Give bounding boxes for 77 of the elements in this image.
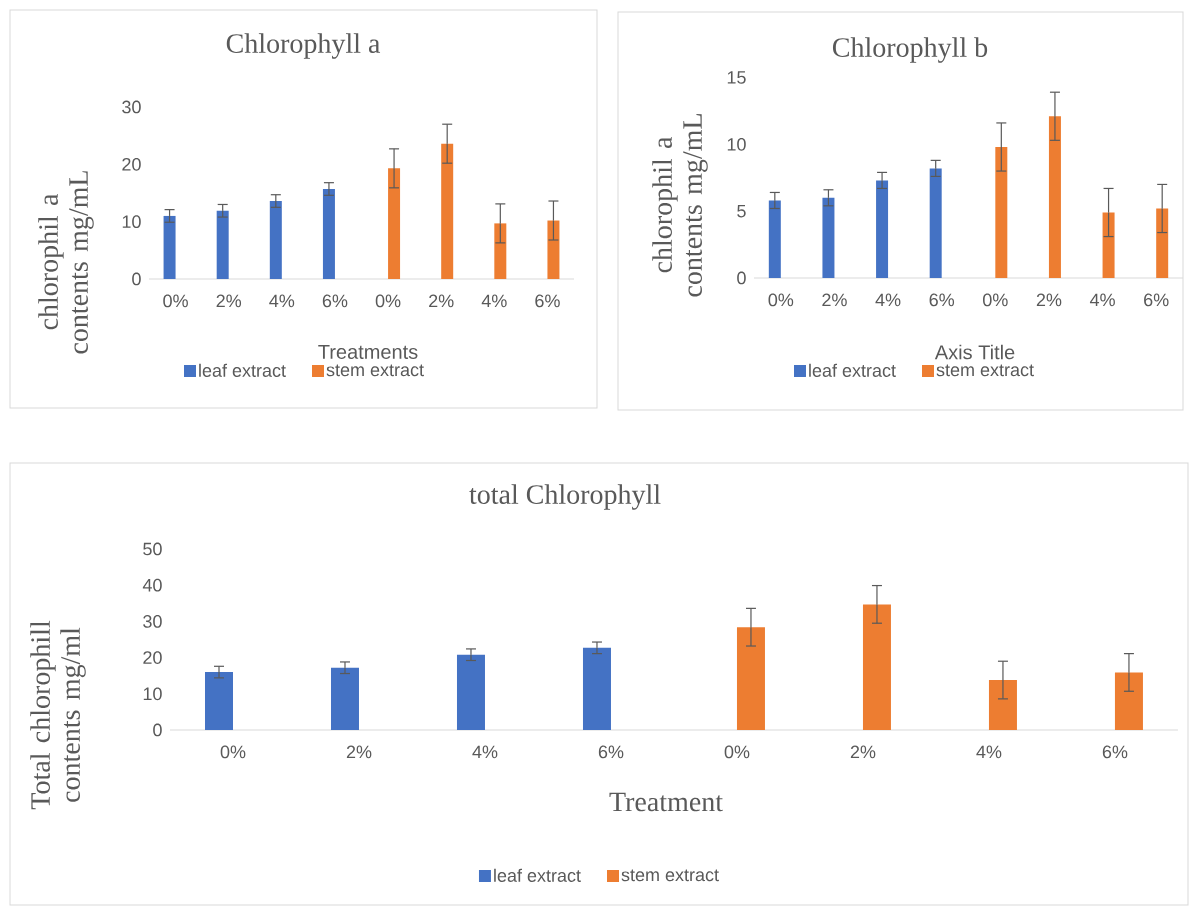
chart-title: Chlorophyll b — [832, 37, 988, 63]
x-tick-label: 2% — [822, 293, 847, 307]
bar — [929, 168, 942, 278]
x-tick-label: 0% — [375, 294, 401, 308]
x-tick-label: 4% — [269, 294, 295, 308]
y-tick-label: 0 — [132, 272, 141, 286]
x-tick-label: 6% — [1102, 745, 1128, 759]
x-tick-label: 0% — [983, 293, 1008, 307]
bar — [876, 180, 889, 278]
y-tick-label: 10 — [143, 687, 162, 701]
x-tick-label: 0% — [724, 745, 750, 759]
y-axis-title: Total chlorophill contents mg/ml — [30, 620, 86, 810]
y-tick-label: 30 — [122, 100, 141, 114]
y-axis-title: chlorophil a contents mg/mL — [652, 114, 708, 297]
y-tick-label: 40 — [142, 578, 162, 592]
bar — [163, 215, 176, 279]
bar — [269, 201, 282, 279]
bar — [1156, 208, 1169, 278]
x-tick-label: 2% — [429, 294, 454, 308]
bar — [216, 210, 229, 279]
bar — [330, 667, 359, 730]
legend-label: leaf extract — [199, 363, 286, 377]
x-tick-label: 4% — [481, 294, 507, 308]
y-tick-label: 5 — [737, 204, 746, 218]
y-axis-title: chlorophil a contents mg/mL — [38, 171, 94, 354]
bar — [205, 672, 233, 730]
y-tick-label: 0 — [153, 723, 162, 737]
bar — [582, 647, 611, 730]
x-tick-label: 2% — [850, 745, 876, 759]
x-tick-label: 6% — [535, 294, 560, 308]
x-tick-label: 2% — [1036, 293, 1062, 307]
bar — [1114, 672, 1143, 730]
y-tick-label: 15 — [727, 71, 746, 84]
bar — [456, 654, 485, 730]
bar — [862, 604, 891, 730]
x-tick-label: 2% — [216, 294, 242, 308]
x-tick-label: 6% — [1144, 293, 1169, 307]
x-tick-label: 4% — [472, 745, 498, 759]
x-tick-label: 4% — [875, 293, 901, 307]
legend-label: leaf extract — [809, 363, 896, 377]
bar — [988, 680, 1017, 730]
bar — [995, 147, 1008, 278]
legend-label: leaf extract — [494, 868, 581, 882]
y-tick-label: 10 — [727, 137, 746, 151]
legend-label: stem extract — [936, 364, 1034, 377]
bar — [822, 197, 835, 278]
x-axis-title: Treatments — [318, 345, 418, 359]
x-tick-label: 0% — [163, 294, 188, 308]
legend-label: stem extract — [326, 364, 424, 377]
x-tick-label: 0% — [768, 293, 794, 307]
x-tick-label: 6% — [929, 293, 955, 307]
bar — [1102, 212, 1115, 278]
x-axis-title: Axis Title — [934, 344, 1015, 360]
x-tick-label: 6% — [322, 294, 348, 308]
y-tick-label: 10 — [122, 215, 141, 229]
chart-title: Chlorophyll a — [226, 33, 381, 59]
x-tick-label: 0% — [220, 745, 246, 759]
y-tick-label: 20 — [122, 157, 141, 171]
x-tick-label: 2% — [346, 745, 372, 759]
bar — [736, 627, 765, 730]
x-tick-label: 4% — [976, 745, 1002, 759]
bar — [768, 200, 781, 278]
bar — [388, 168, 401, 279]
bar — [494, 223, 507, 279]
bar — [1048, 116, 1061, 278]
x-tick-label: 4% — [1089, 293, 1115, 307]
y-tick-label: 20 — [143, 651, 162, 664]
x-tick-label: 6% — [598, 745, 624, 759]
legend-label: stem extract — [621, 869, 719, 882]
y-tick-label: 0 — [737, 271, 746, 285]
y-tick-label: 50 — [143, 542, 162, 556]
bar — [547, 220, 560, 279]
chart-title: total Chlorophyll — [469, 484, 661, 510]
bar — [441, 143, 454, 279]
bar — [322, 188, 335, 279]
y-tick-label: 30 — [143, 615, 162, 628]
x-axis-title: Treatment — [609, 792, 723, 812]
